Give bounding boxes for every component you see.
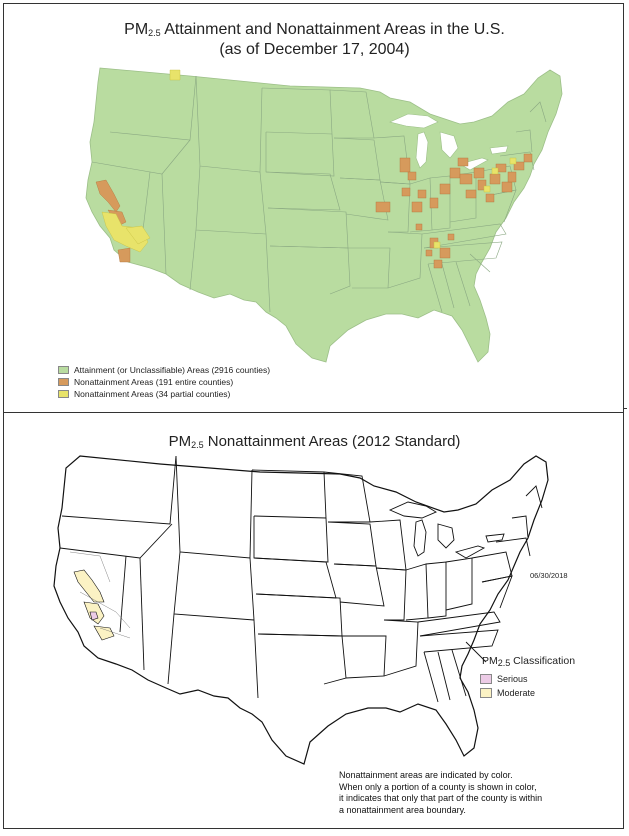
top-map-title: PM2.5 Attainment and Nonattainment Areas… bbox=[124, 21, 505, 38]
lake-huron bbox=[439, 131, 459, 159]
legend-label-serious: Serious bbox=[497, 674, 528, 684]
bottom-map-title: PM2.5 Nonattainment Areas (2012 Standard… bbox=[168, 433, 461, 450]
legend-item-nonattainment-partial: Nonattainment Areas (34 partial counties… bbox=[58, 388, 270, 400]
us-map-2012-standard bbox=[53, 455, 549, 765]
divider-tick bbox=[623, 408, 627, 409]
lake-michigan bbox=[415, 131, 429, 169]
us-map-2004 bbox=[85, 67, 563, 363]
legend-item-serious: Serious bbox=[480, 672, 575, 686]
map-date: 06/30/2018 bbox=[530, 571, 568, 580]
note-line: a nonattainment area boundary. bbox=[339, 804, 466, 815]
legend-swatch-serious bbox=[480, 674, 492, 684]
top-map-legend: Attainment (or Unclassifiable) Areas (29… bbox=[58, 364, 270, 400]
legend-label-attainment: Attainment (or Unclassifiable) Areas (29… bbox=[74, 365, 271, 375]
note-line: When only a portion of a county is shown… bbox=[339, 781, 537, 792]
lake-ontario bbox=[489, 145, 509, 155]
legend-title: PM2.5 Classification bbox=[482, 655, 576, 668]
legend-label-nonattainment-partial: Nonattainment Areas (34 partial counties… bbox=[74, 389, 231, 399]
note-line: it indicates that only that part of the … bbox=[339, 793, 543, 803]
note-line: Nonattainment areas are indicated by col… bbox=[339, 770, 513, 780]
lake-superior bbox=[389, 113, 439, 129]
legend-label-moderate: Moderate bbox=[497, 688, 536, 698]
top-map-subtitle: (as of December 17, 2004) bbox=[219, 41, 410, 58]
panel-divider bbox=[3, 412, 624, 413]
figure-frame bbox=[3, 3, 624, 829]
legend-item-moderate: Moderate bbox=[480, 686, 575, 700]
legend-label-nonattainment-entire: Nonattainment Areas (191 entire counties… bbox=[74, 377, 234, 387]
nonattainment-partial-counties bbox=[101, 69, 517, 253]
us-outline bbox=[53, 455, 549, 765]
state-boundaries-2012 bbox=[59, 455, 543, 703]
legend-swatch-nonattainment-partial bbox=[58, 390, 69, 398]
county-lines-california bbox=[69, 551, 131, 639]
legend-swatch-attainment bbox=[58, 366, 69, 374]
legend-swatch-moderate bbox=[480, 688, 492, 698]
bottom-map-legend: PM2.5 Classification Serious Moderate bbox=[480, 655, 575, 700]
map-note: Nonattainment areas are indicated by col… bbox=[339, 770, 599, 816]
legend-swatch-nonattainment-entire bbox=[58, 378, 69, 386]
serious-nonattainment-areas bbox=[89, 611, 99, 621]
legend-item-nonattainment-entire: Nonattainment Areas (191 entire counties… bbox=[58, 376, 270, 388]
us-landmass bbox=[85, 67, 563, 363]
lake-erie bbox=[459, 157, 489, 171]
legend-item-attainment: Attainment (or Unclassifiable) Areas (29… bbox=[58, 364, 270, 376]
